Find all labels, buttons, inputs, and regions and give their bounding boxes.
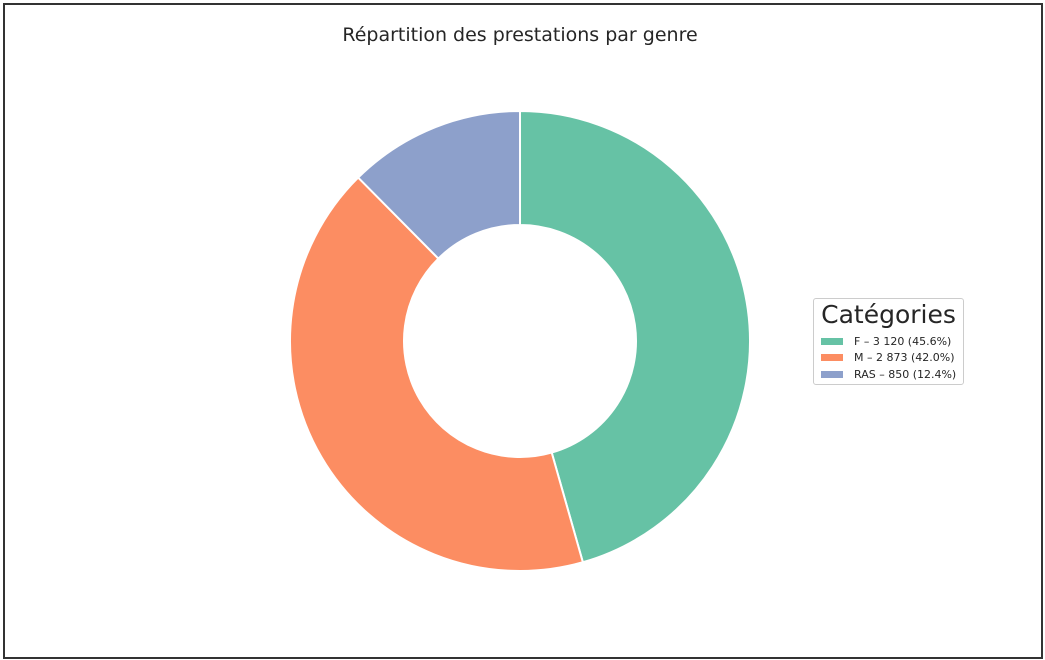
legend-item-m: M – 2 873 (42.0%) (821, 349, 955, 365)
legend-item-ras: RAS – 850 (12.4%) (821, 366, 956, 382)
legend-label-f: F – 3 120 (45.6%) (854, 334, 952, 348)
donut-slice-f (519, 109, 751, 564)
legend-item-f: F – 3 120 (45.6%) (821, 333, 951, 349)
legend-swatch-m (821, 353, 843, 361)
chart-title: Répartition des prestations par genre (342, 24, 698, 46)
legend-label-m: M – 2 873 (42.0%) (854, 350, 955, 364)
legend-swatch-ras (821, 370, 843, 378)
legend: Catégories F – 3 120 (45.6%) M – 2 873 (… (813, 298, 964, 385)
donut-slices (289, 109, 751, 572)
donut-slice-ras (356, 109, 521, 260)
donut-slice-m (289, 176, 585, 572)
legend-swatch-f (821, 337, 843, 345)
legend-label-ras: RAS – 850 (12.4%) (854, 367, 957, 381)
legend-title: Catégories (821, 300, 956, 329)
